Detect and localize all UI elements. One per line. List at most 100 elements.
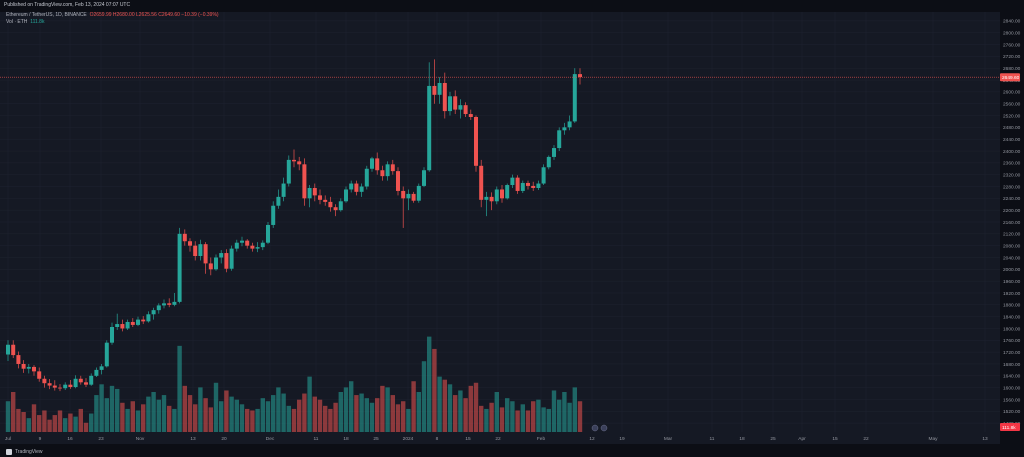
volume-bar [479,405,484,432]
volume-bar [229,396,234,432]
volume-bar [219,401,224,432]
candle-body [344,189,348,202]
candle-body [271,205,276,225]
volume-bar [73,416,78,432]
candle-body [494,189,499,202]
candle-body [572,74,577,122]
volume-bar [577,401,583,432]
candle-body [468,114,473,117]
volume-bar [551,390,557,432]
volume-bar [281,393,286,432]
volume-bar [572,387,577,432]
y-tick-label: 2320.00 [1003,172,1021,178]
y-tick-label: 2040.00 [1003,255,1021,261]
y-tick-label: 2680.00 [1003,66,1021,72]
candle-body [401,190,406,199]
volume-bar [37,415,42,432]
volume-bar [94,395,99,432]
candle-body [58,387,62,389]
candle-body [536,183,541,188]
candle-body [505,185,510,199]
candle-body [390,164,395,172]
candle-body [255,247,260,249]
y-tick-label: 2720.00 [1003,54,1021,60]
volume-bar [182,385,187,432]
volume-bar [546,408,551,432]
y-tick-label: 2440.00 [1003,137,1021,143]
candle-body [364,168,369,187]
volume-bar [99,384,104,432]
tradingview-logo-icon[interactable] [6,449,12,455]
volume-bar [63,418,68,432]
volume-bar [317,399,323,432]
candle-body [78,378,83,383]
volume-bar [276,387,281,432]
x-tick-label: 13 [190,436,196,442]
legend: Ethereum / TetherUS, 1D, BINANCE O2659.9… [6,12,219,26]
y-tick-label: 1920.00 [1003,291,1021,297]
candle-body [302,164,307,199]
volume-bar [364,398,369,432]
volume-bar [161,395,167,432]
y-tick-label: 2760.00 [1003,42,1021,48]
event-flag-icon[interactable] [600,424,608,432]
volume-bar [120,402,125,432]
y-tick-label: 1800.00 [1003,326,1021,332]
y-tick-label: 2280.00 [1003,184,1021,190]
candle-body [84,382,88,385]
candle-body [281,183,286,197]
y-tick-label: 2480.00 [1003,125,1021,131]
x-tick-label: 11 [710,436,715,442]
legend-symbol: Ethereum / TetherUS, 1D, BINANCE [6,12,87,18]
plot-area[interactable] [0,12,1000,444]
y-tick-label: 1560.00 [1003,397,1021,403]
candle-body [541,167,546,184]
volume-bar [239,404,245,432]
footer: TradingView [0,447,1024,457]
volume-bar [401,401,406,432]
volume-bar [323,405,328,432]
candle-body [208,263,213,270]
y-tick-label: 1680.00 [1003,362,1021,368]
candle-body [578,74,582,78]
volume-bar [328,408,333,432]
y-tick-label: 2000.00 [1003,267,1021,273]
x-tick-label: May [928,436,938,442]
candle-body [6,344,10,355]
x-tick-label: Feb [537,436,546,442]
candle-body [292,159,296,162]
candle-body [68,384,73,388]
y-tick-label: 1640.00 [1003,374,1021,380]
volume-bar [52,415,57,432]
candle-body [130,321,135,325]
x-tick-label: 19 [619,436,625,442]
volume-bar [83,422,89,432]
legend-ohlc: O2659.99 H2680.00 L2625.56 C2649.60 −10.… [89,12,219,18]
volume-bar [21,412,26,432]
candle-body [349,183,354,190]
volume-bar [349,381,354,432]
candle-body [42,378,47,384]
candle-body [286,159,291,184]
candle-body [307,187,312,199]
footer-brand[interactable]: TradingView [15,449,43,455]
volume-bar [427,336,432,432]
event-flag-icon[interactable] [591,424,599,432]
event-markers[interactable] [591,424,608,432]
volume-bar [473,382,479,432]
candle-body [458,105,463,110]
volume-bar [115,388,120,432]
candle-body [63,384,68,389]
last-price-tag-bg [1000,73,1020,82]
candle-body [120,324,125,329]
volume-bar [312,396,317,432]
candle-body [16,355,21,364]
candle-body [385,164,390,177]
x-tick-label: 11 [314,436,319,442]
candle-body [11,344,16,356]
volume-bar [26,418,31,432]
candle-body [484,196,489,200]
y-tick-label: 2080.00 [1003,243,1021,249]
